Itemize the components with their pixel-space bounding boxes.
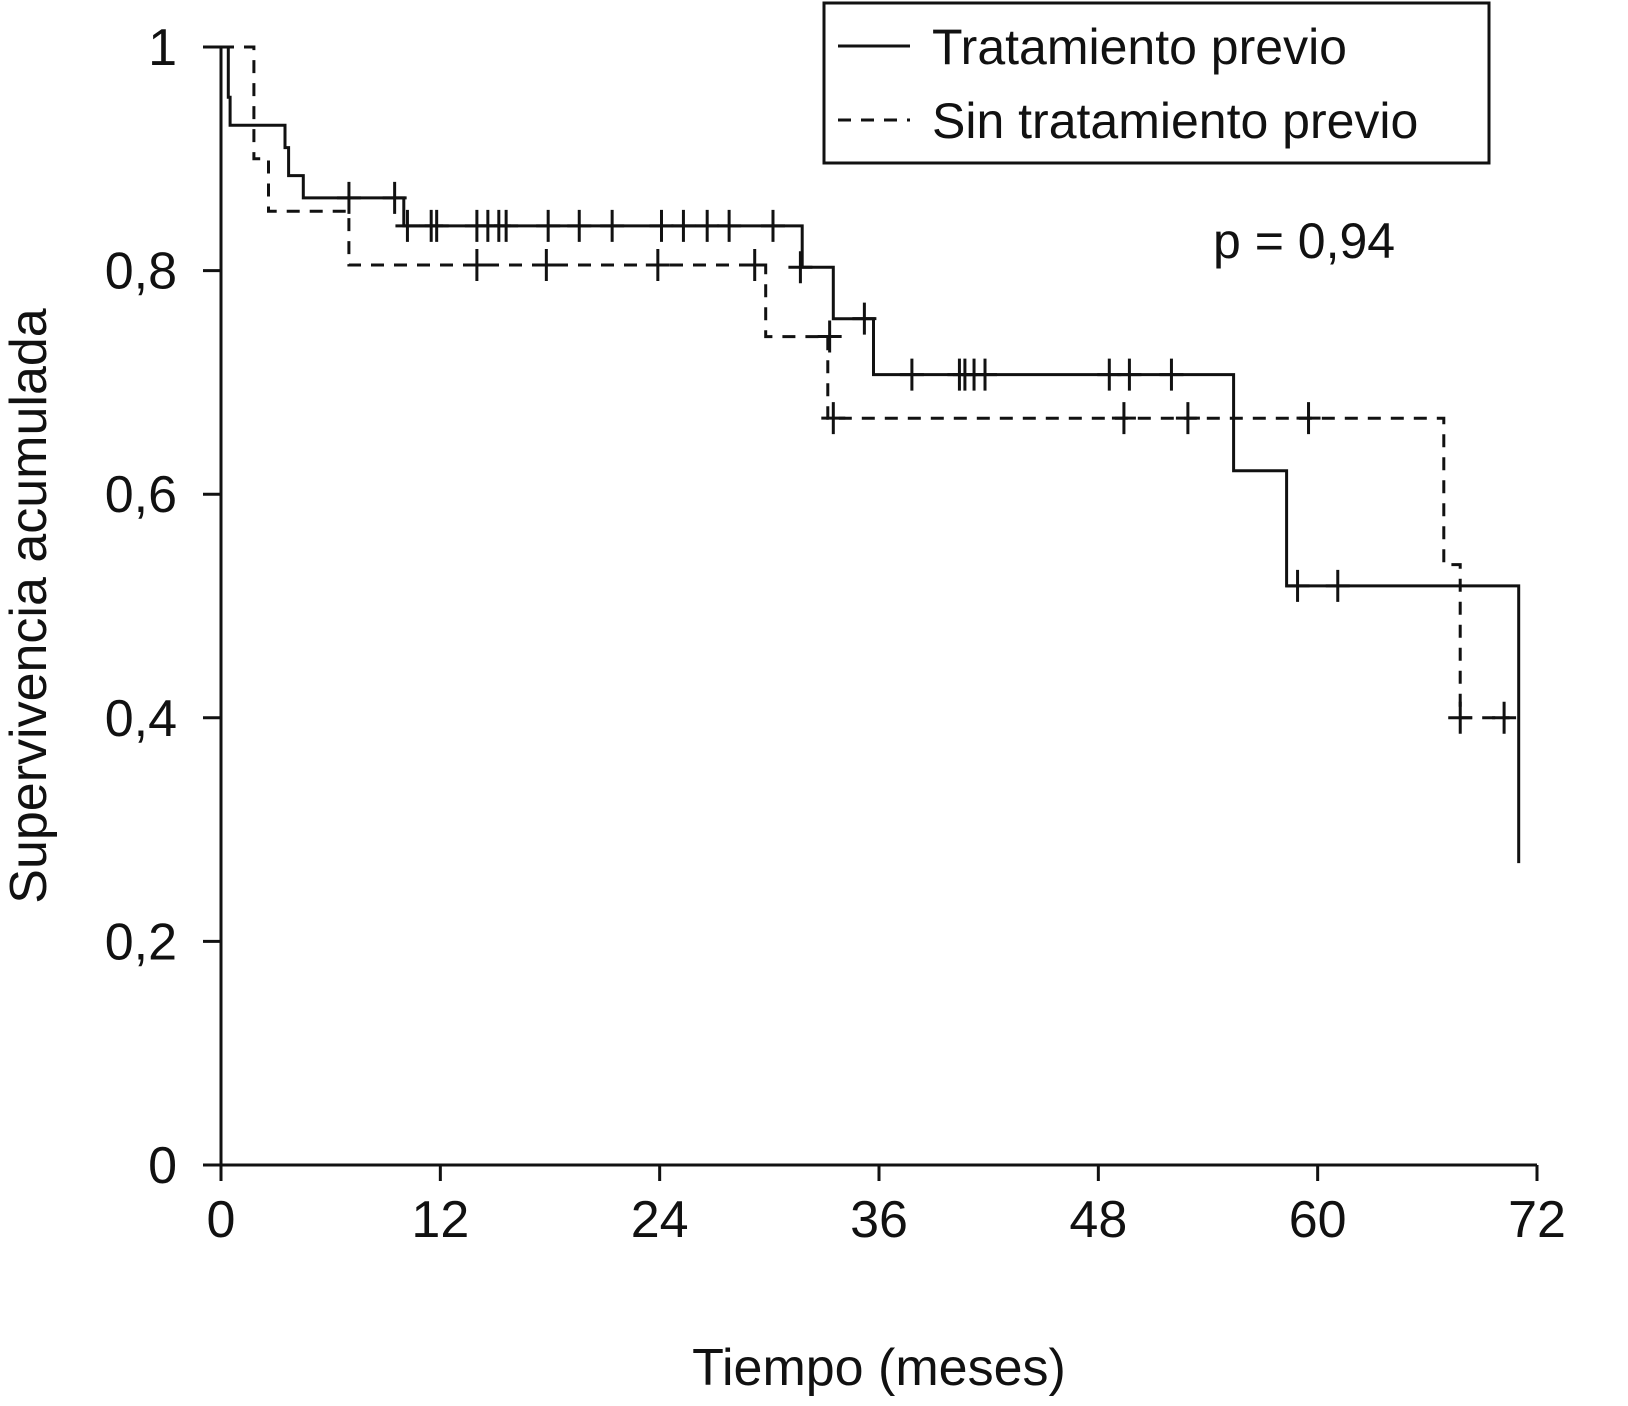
censor-mark [534,249,559,282]
censor-mark [649,209,674,242]
ticks: 0 12 24 36 48 60 72 0 0,2 0,4 0,6 0,8 1 [105,19,1566,1249]
censor-mark [464,249,489,282]
legend-box [822,1,1491,165]
y-tick-label: 0,8 [105,243,177,301]
y-tick-label: 1 [148,19,177,77]
y-axis-title: Supervivencia acumulada [0,308,58,904]
legend: Tratamiento previo Sin tratamiento previ… [822,1,1491,165]
censor-mark [671,209,696,242]
y-tick-label: 0,4 [105,690,177,748]
censor-mark [788,251,813,284]
censor-mark [1285,569,1310,602]
censor-mark [817,320,842,353]
censor-mark [821,402,846,435]
censor-mark [645,249,670,282]
censor-mark [973,358,998,391]
series-group [221,45,1521,864]
censor-mark [1097,358,1122,391]
censor-mark [536,209,561,242]
censor-mark [760,209,785,242]
censor-mark [567,209,592,242]
x-tick-label: 48 [1069,1191,1127,1249]
legend-label-tratamiento-previo: Tratamiento previo [932,19,1347,75]
x-tick-label: 0 [207,1191,236,1249]
p-value-annotation: p = 0,94 [1213,213,1395,269]
censor-mark [336,181,361,214]
censor-mark [1117,358,1142,391]
censor-mark [494,209,519,242]
series-line-tratamiento-previo [221,45,1521,864]
censor-mark [1325,569,1350,602]
censor-mark [852,302,877,335]
y-tick-label: 0 [148,1137,177,1195]
x-tick-label: 72 [1508,1191,1566,1249]
censor-mark [1296,402,1321,435]
censor-mark [899,358,924,391]
censor-mark [1448,701,1473,734]
series-line-sin-tratamiento-previo [221,45,1510,720]
x-tick-label: 12 [411,1191,469,1249]
legend-label-sin-tratamiento-previo: Sin tratamiento previo [932,93,1418,149]
censor-mark [1492,701,1517,734]
x-tick-label: 24 [631,1191,689,1249]
censor-mark [717,209,742,242]
censor-mark [1175,402,1200,435]
censor-mark [742,249,767,282]
censor-mark [600,209,625,242]
x-axis-title: Tiempo (meses) [692,1339,1066,1397]
censor-mark [395,209,420,242]
censor-mark [382,181,407,214]
y-tick-label: 0,2 [105,913,177,971]
censor-mark [1111,402,1136,435]
censor-mark [424,209,449,242]
x-tick-label: 36 [850,1191,908,1249]
x-tick-label: 60 [1289,1191,1347,1249]
y-tick-label: 0,6 [105,466,177,524]
censor-mark [1159,358,1184,391]
censor-mark [695,209,720,242]
